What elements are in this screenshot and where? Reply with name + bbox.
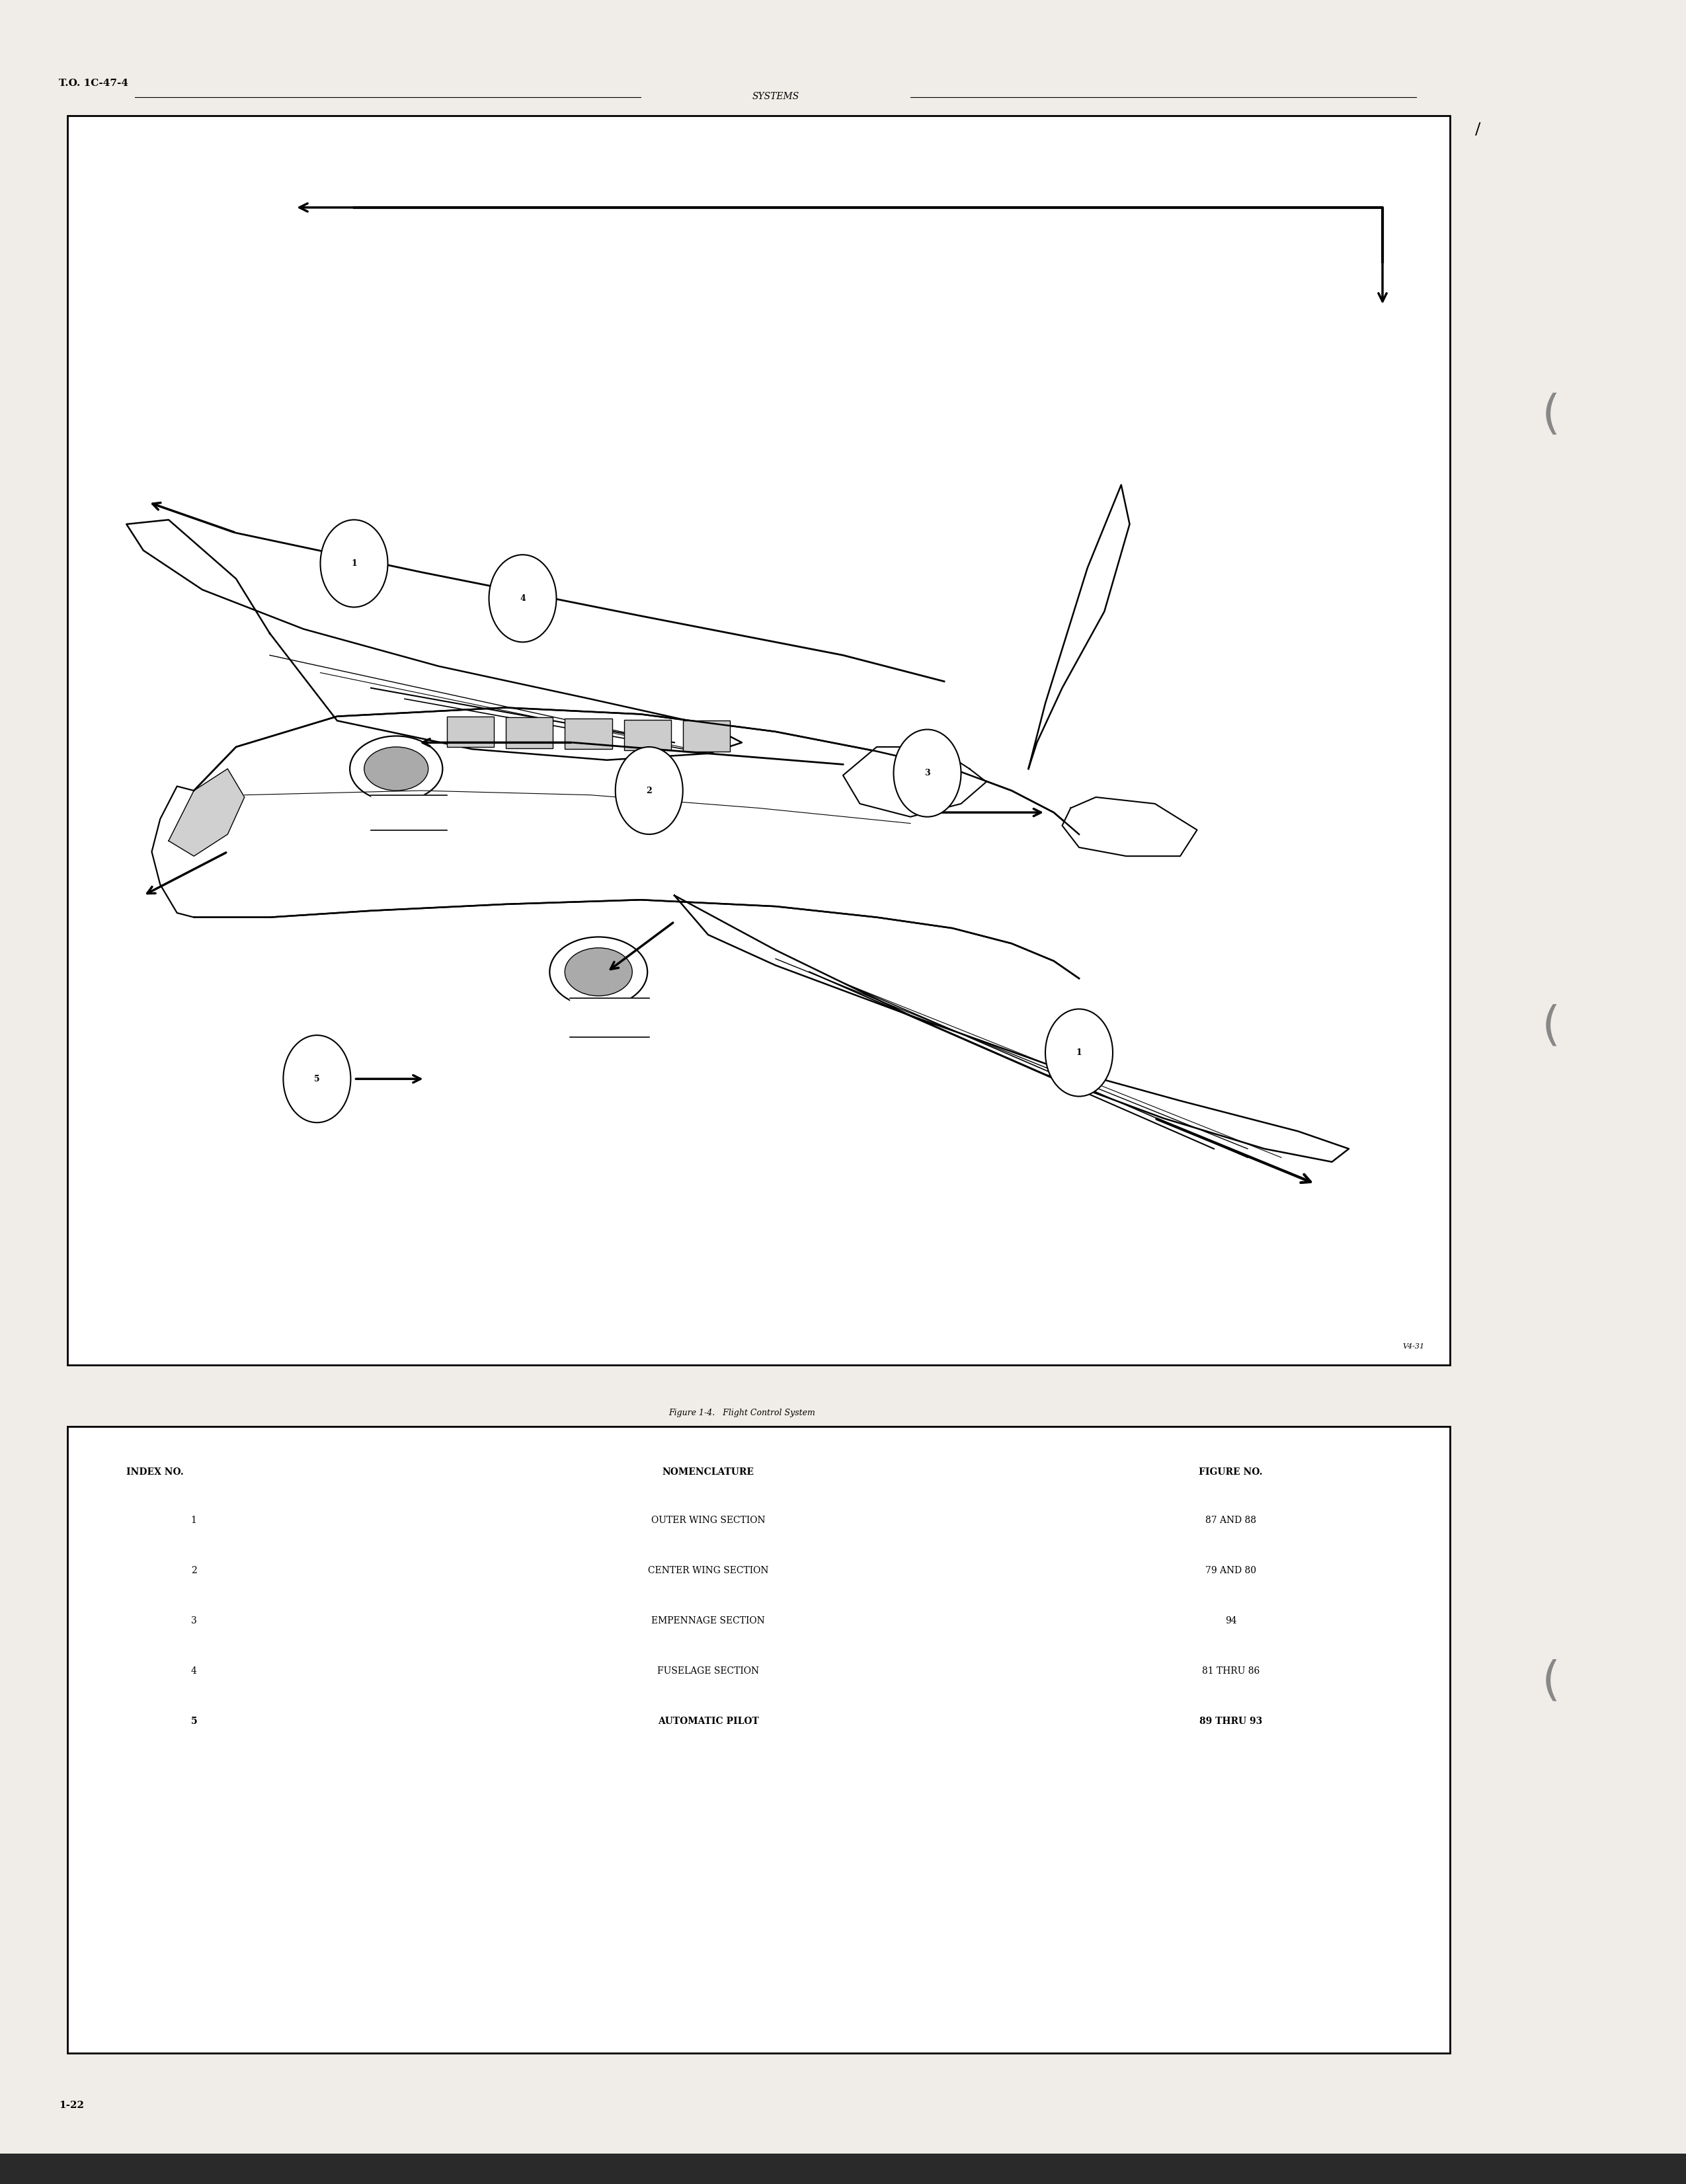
Text: NOMENCLATURE: NOMENCLATURE (663, 1468, 754, 1476)
Text: 4: 4 (519, 594, 526, 603)
Text: 79 AND 80: 79 AND 80 (1205, 1566, 1256, 1575)
Text: V4-31: V4-31 (1403, 1343, 1425, 1350)
Bar (683, 721, 730, 751)
Polygon shape (152, 786, 194, 917)
Circle shape (320, 520, 388, 607)
Polygon shape (194, 708, 1079, 978)
Polygon shape (169, 769, 244, 856)
Text: 2: 2 (646, 786, 652, 795)
Circle shape (489, 555, 556, 642)
Bar (0, 2153, 1686, 2184)
Bar (447, 716, 494, 747)
Bar (624, 719, 671, 749)
Polygon shape (1028, 485, 1130, 769)
Ellipse shape (351, 736, 442, 802)
Text: 1: 1 (191, 1516, 197, 1524)
Polygon shape (843, 747, 986, 817)
Text: 94: 94 (1226, 1616, 1236, 1625)
Bar (506, 716, 553, 747)
Text: (: ( (1541, 393, 1561, 437)
Text: CENTER WING SECTION: CENTER WING SECTION (647, 1566, 769, 1575)
Text: /: / (1475, 122, 1480, 138)
Polygon shape (126, 520, 742, 760)
Text: 3: 3 (924, 769, 931, 778)
Text: 1: 1 (1076, 1048, 1082, 1057)
Text: INDEX NO.: INDEX NO. (126, 1468, 184, 1476)
Text: 3: 3 (191, 1616, 197, 1625)
Text: 1: 1 (351, 559, 357, 568)
Bar (67, 1426, 1450, 2053)
Text: EMPENNAGE SECTION: EMPENNAGE SECTION (651, 1616, 765, 1625)
Text: Figure 1-4.   Flight Control System: Figure 1-4. Flight Control System (668, 1409, 816, 1417)
Text: 1-22: 1-22 (59, 2101, 84, 2110)
Text: 81 THRU 86: 81 THRU 86 (1202, 1666, 1259, 1675)
Text: FIGURE NO.: FIGURE NO. (1199, 1468, 1263, 1476)
Polygon shape (1062, 797, 1197, 856)
Text: (: ( (1541, 1005, 1561, 1048)
Text: SYSTEMS: SYSTEMS (752, 92, 799, 100)
Text: FUSELAGE SECTION: FUSELAGE SECTION (658, 1666, 759, 1675)
Bar (565, 719, 612, 749)
Ellipse shape (364, 747, 428, 791)
Text: 87 AND 88: 87 AND 88 (1205, 1516, 1256, 1524)
Text: OUTER WING SECTION: OUTER WING SECTION (651, 1516, 765, 1524)
Text: T.O. 1C-47-4: T.O. 1C-47-4 (59, 79, 128, 87)
Circle shape (615, 747, 683, 834)
Text: 5: 5 (191, 1717, 197, 1725)
Text: (: ( (1541, 1660, 1561, 1704)
Circle shape (1045, 1009, 1113, 1096)
Bar (67, 116, 1450, 1365)
Text: AUTOMATIC PILOT: AUTOMATIC PILOT (658, 1717, 759, 1725)
Text: 2: 2 (191, 1566, 197, 1575)
Text: 4: 4 (191, 1666, 197, 1675)
Text: 5: 5 (314, 1075, 320, 1083)
Ellipse shape (565, 948, 632, 996)
Text: 89 THRU 93: 89 THRU 93 (1199, 1717, 1263, 1725)
Polygon shape (371, 795, 455, 834)
Ellipse shape (550, 937, 647, 1007)
Polygon shape (570, 998, 654, 1044)
Circle shape (283, 1035, 351, 1123)
Circle shape (894, 729, 961, 817)
Polygon shape (674, 895, 1349, 1162)
